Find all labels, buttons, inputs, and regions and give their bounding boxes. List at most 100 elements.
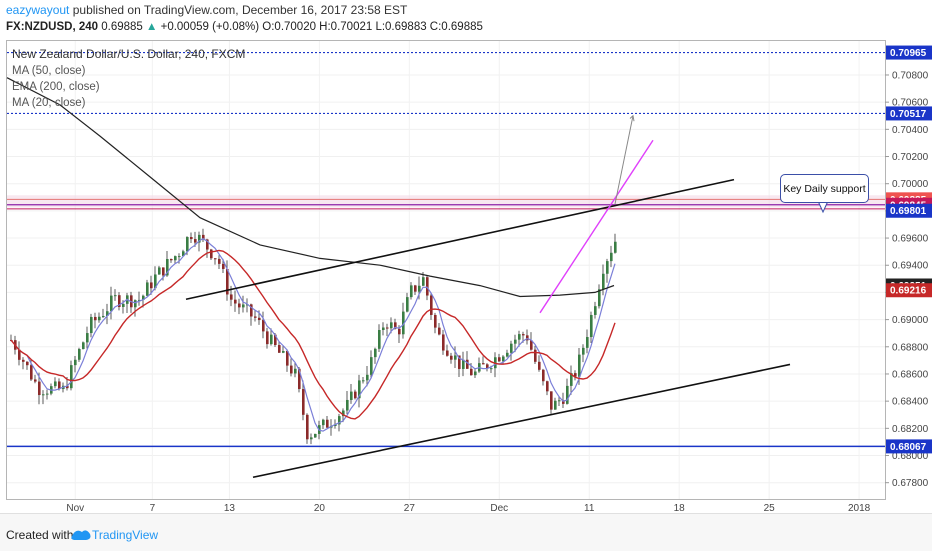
candle-up	[502, 356, 505, 362]
chart-title: New Zealand Dollar/U.S. Dollar, 240, FXC…	[12, 47, 246, 61]
candle-down	[258, 317, 261, 321]
chart-legend: New Zealand Dollar/U.S. Dollar, 240, FXC…	[12, 46, 245, 111]
candle-up	[558, 400, 561, 402]
price-tick-label: 0.70800	[892, 70, 929, 81]
candle-up	[138, 299, 141, 301]
symbol-line: FX:NZDUSD, 240 0.69885 ▲ +0.00059 (+0.08…	[6, 21, 483, 33]
last-price: 0.69885	[101, 21, 143, 33]
candle-up	[358, 380, 361, 399]
candle-down	[542, 369, 545, 382]
candle-up	[74, 359, 77, 366]
candle-up	[554, 400, 557, 410]
price-label-text: 0.70517	[890, 109, 927, 120]
candle-up	[110, 295, 113, 312]
time-axis[interactable]: Nov7132027Dec11182520188	[66, 503, 932, 513]
candle-down	[222, 263, 225, 269]
price-tick-label: 0.70000	[892, 179, 929, 190]
candle-up	[174, 256, 177, 261]
candle-down	[214, 258, 217, 260]
candle-up	[146, 282, 149, 296]
candle-down	[470, 368, 473, 376]
channel-upper-line	[185, 178, 735, 301]
price-tick-label: 0.70400	[892, 125, 929, 136]
candle-down	[550, 391, 553, 410]
candle-down	[398, 328, 401, 335]
candle-up	[402, 311, 405, 335]
candle-up	[602, 273, 605, 290]
candle-up	[282, 351, 285, 353]
candle-up	[338, 416, 341, 425]
candle-up	[134, 300, 137, 308]
callout-pointer	[817, 200, 829, 214]
candle-down	[38, 381, 41, 396]
candle-up	[158, 267, 161, 275]
candle-down	[278, 345, 281, 353]
candle-down	[150, 282, 153, 289]
candle-down	[562, 400, 565, 404]
candle-down	[206, 239, 209, 250]
chart-frame[interactable]	[6, 40, 886, 500]
publish-info: published on TradingView.com, December 1…	[72, 3, 408, 17]
price-tick-label: 0.68200	[892, 424, 929, 435]
candle-up	[518, 334, 521, 340]
candle-down	[298, 368, 301, 390]
candle-up	[198, 234, 201, 243]
tradingview-brand[interactable]: TradingView	[92, 528, 159, 542]
candle-up	[98, 316, 101, 321]
ohlc-values: O:0.70020 H:0.70021 L:0.69883 C:0.69885	[262, 21, 483, 33]
author-link[interactable]: eazywayout	[6, 3, 70, 17]
projection-arrowhead-icon	[629, 114, 635, 122]
candle-up	[82, 342, 85, 350]
candle-up	[310, 437, 313, 440]
candle-up	[410, 285, 413, 298]
tradingview-logo-icon	[71, 530, 91, 540]
candle-down	[482, 363, 485, 365]
price-chart[interactable]: 0.67800 0.68000 0.68200 0.68400 0.68600 0.688…	[0, 0, 932, 513]
moving-averages	[6, 77, 616, 432]
candle-down	[66, 385, 69, 389]
candle-up	[54, 381, 57, 387]
candle-down	[254, 316, 257, 318]
ma20-line	[10, 237, 616, 432]
candle-up	[582, 347, 585, 355]
candle-up	[454, 355, 457, 360]
candle-up	[182, 251, 185, 257]
candle-down	[162, 267, 165, 276]
candle-down	[434, 314, 437, 328]
support-zone	[7, 195, 885, 210]
candle-down	[546, 381, 549, 392]
ema200-line	[6, 77, 615, 298]
candle-up	[242, 304, 245, 308]
candle-up	[370, 357, 373, 375]
candle-up	[86, 333, 89, 343]
candle-down	[394, 322, 397, 329]
legend-ema200[interactable]: EMA (200, close)	[12, 81, 100, 93]
candle-up	[462, 359, 465, 369]
horizontal-levels	[7, 51, 885, 448]
legend-ma20[interactable]: MA (20, close)	[12, 97, 86, 109]
candle-up	[270, 334, 273, 345]
time-tick-label: 20	[314, 503, 326, 513]
candle-down	[238, 303, 241, 308]
created-with-label: Created with	[6, 528, 74, 542]
candle-down	[326, 419, 329, 428]
candle-up	[122, 303, 125, 307]
trend-support-line	[539, 139, 654, 314]
time-tick-label: 2018	[848, 503, 871, 513]
publish-line: eazywayout published on TradingView.com,…	[6, 3, 407, 17]
price-label-box	[886, 45, 932, 60]
candle-down	[386, 327, 389, 329]
time-tick-label: 18	[674, 503, 686, 513]
candle-up	[350, 391, 353, 400]
price-tick-label: 0.67800	[892, 478, 929, 489]
legend-ma50[interactable]: MA (50, close)	[12, 65, 86, 77]
candle-down	[574, 373, 577, 377]
price-label-text: 0.68067	[890, 442, 927, 453]
candle-down	[118, 295, 121, 307]
candle-up	[78, 349, 81, 360]
candle-down	[218, 258, 221, 264]
key-support-callout[interactable]: Key Daily support	[780, 174, 869, 203]
time-tick-label: Dec	[490, 503, 508, 513]
price-change: +0.00059 (+0.08%)	[160, 21, 260, 33]
time-tick-label: 25	[764, 503, 776, 513]
